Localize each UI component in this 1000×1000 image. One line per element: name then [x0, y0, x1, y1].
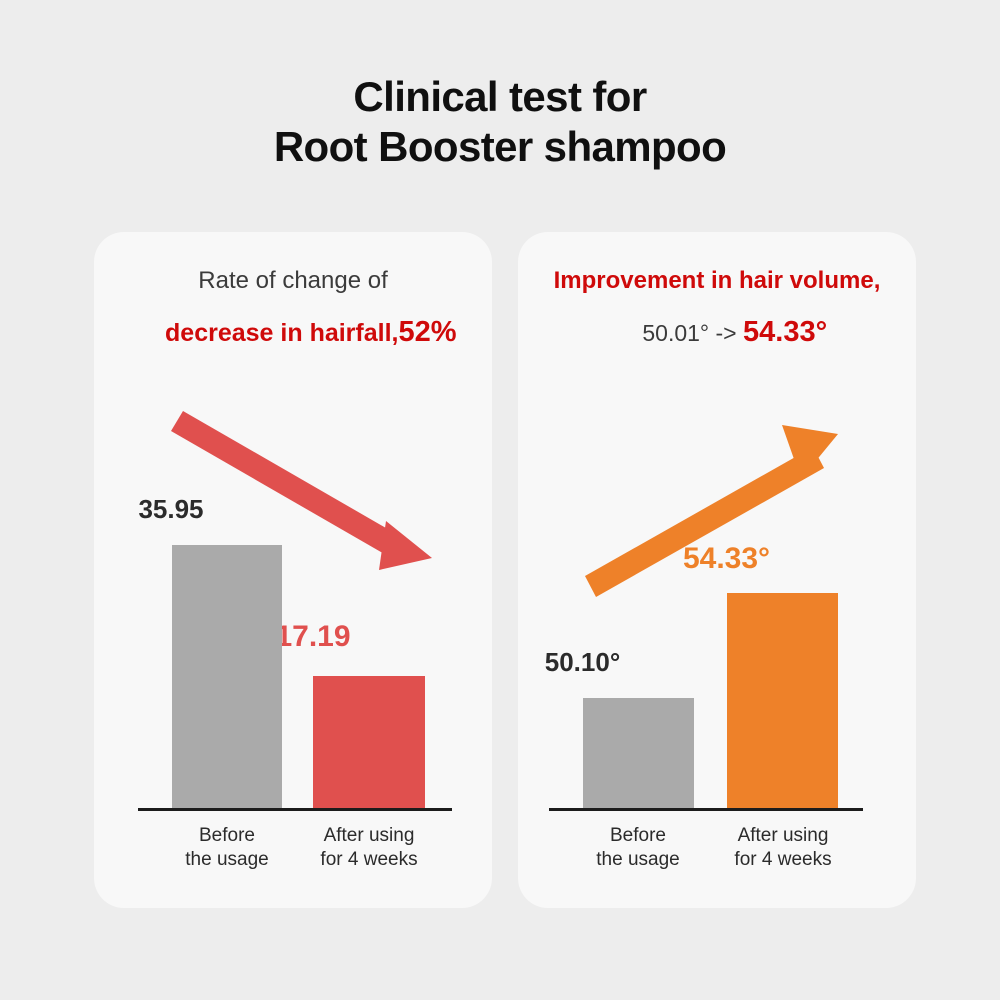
bar-value-after: 17.19: [275, 620, 351, 653]
tick-label-before: Before the usage: [185, 825, 269, 870]
bar-value-before: 50.10°: [544, 647, 621, 677]
bar-before-usage: [583, 698, 694, 808]
bar-after-usage: [313, 676, 425, 808]
page-title-line-1: Clinical test for: [353, 73, 647, 120]
panel-hairfall-heading-line-1: Rate of change of: [198, 267, 388, 294]
panel-hair-volume: Improvement in hair volume, 50.01° -> 54…: [518, 232, 916, 908]
panel-hairfall-heading-line-2: decrease in hairfall,52%: [94, 295, 492, 369]
bar-after-usage: [727, 593, 838, 808]
panel-hairfall-heading: Rate of change of decrease in hairfall,5…: [94, 266, 492, 370]
panel-hairfall: Rate of change of decrease in hairfall,5…: [94, 232, 492, 908]
panel-hairfall-heading-bold: decrease in hairfall,: [165, 318, 399, 347]
down-arrow-icon: [171, 411, 432, 570]
panel-hair-volume-heading-after: 54.33°: [743, 315, 828, 348]
chart-hair-volume: 50.10° 54.33° Before the usage After usi…: [518, 232, 916, 908]
bar-value-before: 35.95: [138, 494, 204, 524]
bar-before-usage: [172, 545, 282, 808]
tick-label-after: After using for 4 weeks: [320, 825, 418, 870]
tick-label-after: After using for 4 weeks: [734, 825, 832, 870]
bar-value-after: 54.33°: [682, 542, 771, 575]
panel-hairfall-heading-percent: 52%: [398, 315, 457, 348]
page-title-line-2: Root Booster shampoo: [273, 122, 727, 170]
panel-hair-volume-heading: Improvement in hair volume, 50.01° -> 54…: [518, 266, 916, 370]
x-axis-line: [138, 808, 452, 811]
panel-hair-volume-heading-line-2: 50.01° -> 54.33°: [518, 295, 916, 369]
x-axis-line: [549, 808, 863, 811]
page-title: Clinical test for Root Booster shampoo: [0, 72, 1000, 171]
tick-label-before: Before the usage: [596, 825, 680, 870]
panel-hair-volume-heading-before: 50.01° ->: [642, 319, 743, 346]
chart-hairfall: 35.95 17.19 Before the usage After using…: [94, 232, 492, 908]
panel-hair-volume-heading-line-1: Improvement in hair volume,: [553, 267, 881, 294]
